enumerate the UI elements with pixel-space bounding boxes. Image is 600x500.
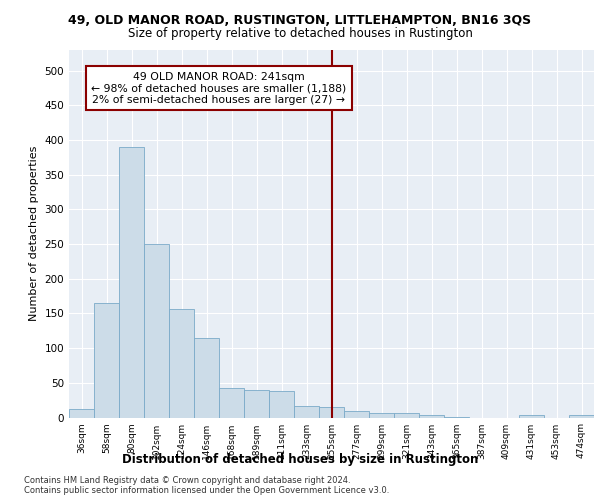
Bar: [444, 417, 469, 418]
Bar: [219, 388, 244, 418]
Bar: [519, 414, 544, 418]
Text: Size of property relative to detached houses in Rustington: Size of property relative to detached ho…: [128, 28, 472, 40]
Bar: [269, 391, 294, 417]
Text: Contains public sector information licensed under the Open Government Licence v3: Contains public sector information licen…: [24, 486, 389, 495]
Y-axis label: Number of detached properties: Number of detached properties: [29, 146, 39, 322]
Bar: [169, 308, 194, 418]
Bar: [144, 244, 169, 418]
Bar: [69, 409, 94, 418]
Bar: [319, 407, 344, 418]
Bar: [119, 147, 144, 417]
Text: Contains HM Land Registry data © Crown copyright and database right 2024.: Contains HM Land Registry data © Crown c…: [24, 476, 350, 485]
Bar: [569, 414, 594, 418]
Bar: [94, 303, 119, 418]
Bar: [194, 338, 219, 417]
Text: 49 OLD MANOR ROAD: 241sqm
← 98% of detached houses are smaller (1,188)
2% of sem: 49 OLD MANOR ROAD: 241sqm ← 98% of detac…: [91, 72, 347, 104]
Bar: [369, 412, 394, 418]
Text: 49, OLD MANOR ROAD, RUSTINGTON, LITTLEHAMPTON, BN16 3QS: 49, OLD MANOR ROAD, RUSTINGTON, LITTLEHA…: [68, 14, 532, 27]
Bar: [419, 414, 444, 418]
Bar: [344, 410, 369, 418]
Bar: [394, 414, 419, 418]
Text: Distribution of detached houses by size in Rustington: Distribution of detached houses by size …: [122, 452, 478, 466]
Bar: [294, 406, 319, 417]
Bar: [244, 390, 269, 417]
